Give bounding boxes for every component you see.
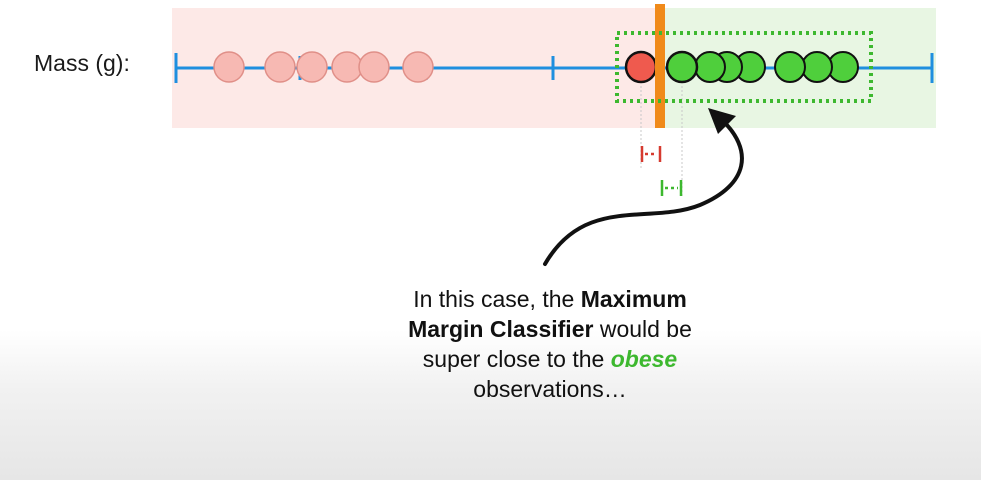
not-obese-observation (214, 52, 244, 82)
axis-label: Mass (g): (34, 50, 130, 77)
pointer-arrow (545, 118, 742, 264)
obese-observation (775, 52, 805, 82)
caption-text: observations… (473, 376, 626, 402)
threshold-line (655, 4, 665, 128)
not-obese-outlier-observation (626, 52, 656, 82)
obese-observation (667, 52, 697, 82)
obese-observation (802, 52, 832, 82)
obese-observation (695, 52, 725, 82)
caption-text: super close to the (423, 346, 611, 372)
caption: In this case, the Maximum Margin Classif… (330, 284, 770, 404)
not-obese-observation (359, 52, 389, 82)
caption-highlight: obese (611, 346, 677, 372)
green-margin-indicator (662, 180, 681, 196)
caption-bold: Margin Classifier (408, 316, 593, 342)
caption-text: would be (593, 316, 691, 342)
not-obese-observation (265, 52, 295, 82)
caption-text: In this case, the (413, 286, 580, 312)
not-obese-observation (403, 52, 433, 82)
not-obese-observation (332, 52, 362, 82)
caption-bold: Maximum (581, 286, 687, 312)
red-margin-indicator (642, 146, 660, 162)
not-obese-observation (297, 52, 327, 82)
